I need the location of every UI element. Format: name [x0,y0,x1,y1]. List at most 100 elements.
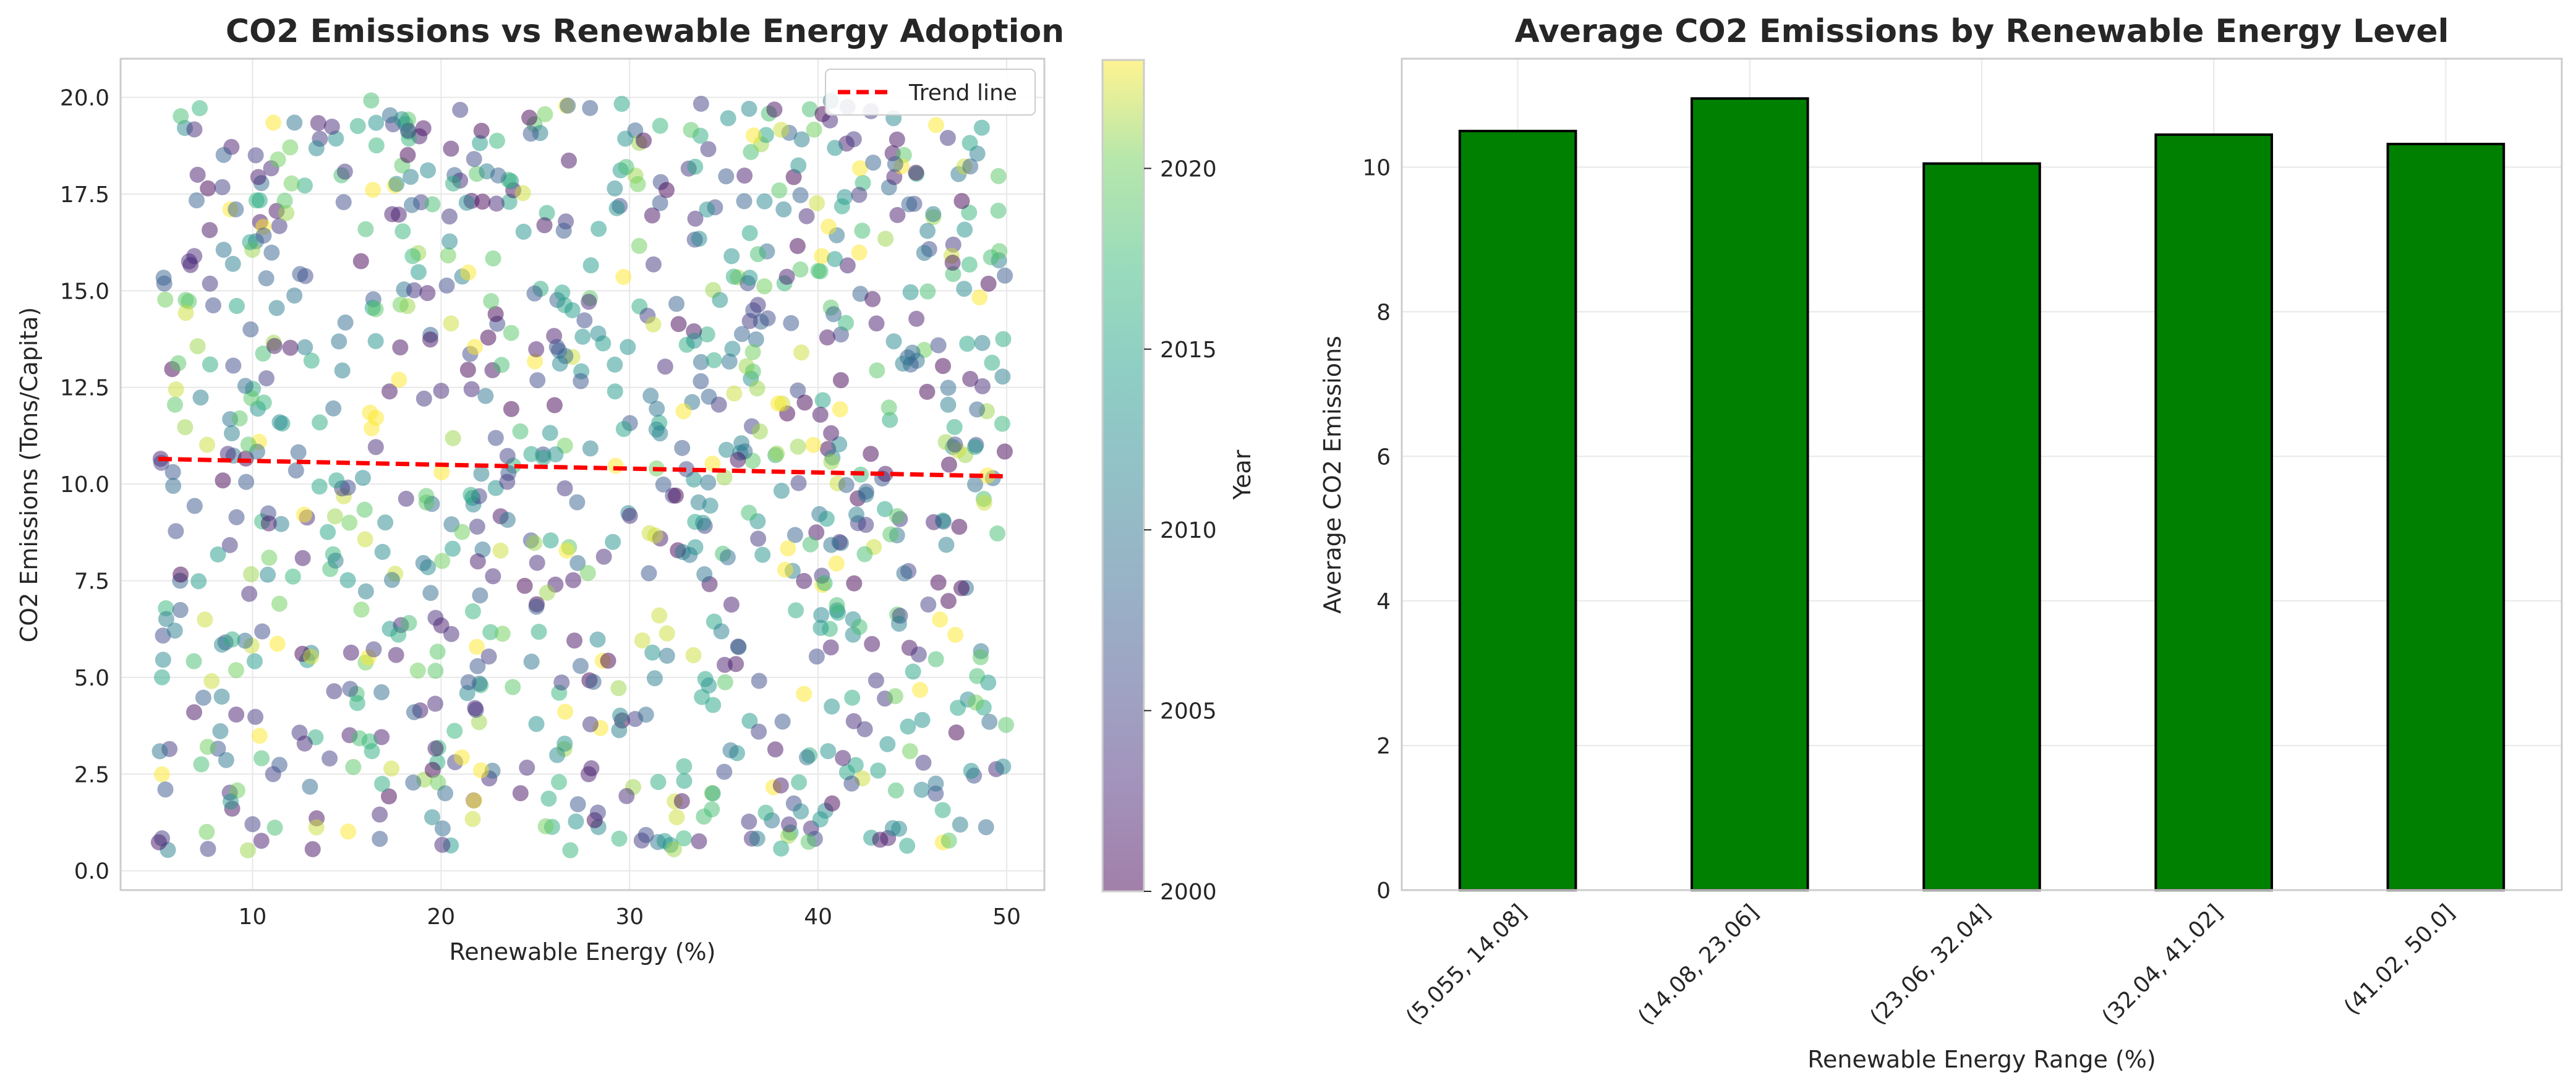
scatter-point [258,370,275,386]
scatter-point [434,836,451,853]
scatter-point [189,166,206,183]
scatter-point [769,445,785,462]
scatter-point [935,358,951,375]
colorbar-tick-label: 2010 [1160,518,1217,543]
scatter-point [713,623,730,640]
scatter-point [189,338,206,355]
scatter-point [649,401,665,417]
scatter-point [190,573,207,590]
scatter-point [808,648,825,665]
bar-y-tick-label: 10 [1362,155,1391,180]
scatter-point [383,760,399,777]
scatter-point [310,115,326,132]
scatter-point [215,242,232,258]
scatter-point [636,132,652,149]
scatter-point [749,830,766,847]
scatter-point [644,644,661,661]
scatter-point [443,626,459,642]
scatter-point [165,478,182,494]
scatter-point [851,244,868,261]
scatter-point [247,708,263,725]
scatter-point [916,245,932,261]
scatter-point [773,840,790,857]
scatter-point [723,248,740,265]
scatter-point [618,159,634,176]
scatter-point [268,300,285,316]
bar-y-tick-label: 8 [1376,300,1391,325]
scatter-point [995,331,1012,347]
scatter-point [224,631,241,648]
scatter-point [900,718,916,735]
scatter-point [531,624,547,640]
scatter-point [948,724,965,741]
scatter-point [678,461,695,477]
scatter-x-axis-label: Renewable Energy (%) [450,938,716,966]
scatter-point [718,441,735,458]
scatter-point [791,774,808,791]
scatter-point [741,225,758,242]
scatter-point [812,811,829,828]
scatter-point [617,130,634,147]
bar-x-axis-label: Renewable Energy Range (%) [1807,1046,2156,1073]
scatter-point [953,580,970,596]
scatter-point [956,281,973,297]
scatter-point [856,546,873,562]
bar-y-tick-label: 0 [1376,878,1391,904]
scatter-point [441,208,458,225]
scatter-point [271,218,288,234]
scatter-point [210,546,226,562]
scatter-point [607,356,623,373]
scatter-point [416,390,432,407]
scatter-point [716,469,733,486]
scatter-point [741,504,757,521]
scatter-point [372,806,388,823]
scatter-point [282,339,299,356]
scatter-point [409,662,426,679]
scatter-point [487,306,504,323]
scatter-point [192,389,209,406]
scatter-point [979,467,996,484]
scatter-point [904,344,921,361]
scatter-point [774,713,791,730]
scatter-point [472,587,488,604]
scatter-point [887,782,904,799]
scatter-point [200,180,216,197]
scatter-point [839,257,856,274]
scatter-point [997,267,1013,284]
scatter-y-tick-label: 2.5 [74,762,109,787]
scatter-point [823,425,840,441]
scatter-point [302,778,318,795]
scatter-point [749,297,766,313]
scatter-point [793,131,810,148]
scatter-point [787,527,803,543]
scatter-point [806,121,822,138]
scatter-point [607,383,623,400]
scatter-point [290,444,307,461]
scatter-point [744,344,761,360]
scatter-point [945,266,962,282]
scatter-point [490,167,506,184]
scatter-point [286,114,303,131]
scatter-point [215,146,232,163]
scatter-point [243,390,260,407]
scatter-point [668,809,685,826]
scatter-point [539,584,555,601]
scatter-point [879,736,896,752]
scatter-point [822,639,839,656]
scatter-point [441,233,458,250]
scatter-point [349,117,366,134]
scatter-point [717,656,733,673]
scatter-point [751,423,768,439]
scatter-point [889,508,905,524]
scatter-point [266,337,283,354]
scatter-point [480,329,497,346]
scatter-point [750,530,767,547]
scatter-point [908,164,924,181]
scatter-point [638,707,654,723]
scatter-point [536,217,553,234]
scatter-point [258,270,275,287]
scatter-point [733,435,750,452]
scatter-point [820,743,837,760]
scatter-point [756,278,773,295]
scatter-point [514,185,531,202]
